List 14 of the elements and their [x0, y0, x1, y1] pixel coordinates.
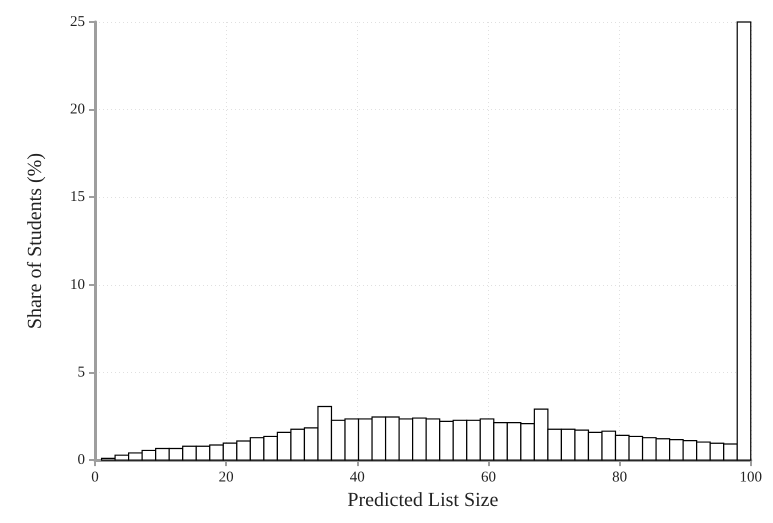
y-tick-label: 20: [70, 102, 85, 118]
y-tick-label: 25: [70, 14, 85, 30]
y-tick-label: 0: [78, 452, 85, 468]
y-tick-label: 15: [70, 189, 85, 206]
x-tick-label: 80: [612, 470, 628, 486]
x-axis-title: Predicted List Size: [347, 489, 499, 511]
y-tick-label: 10: [70, 276, 85, 293]
x-tick-label: 0: [91, 470, 99, 486]
x-tick-label: 40: [350, 470, 365, 486]
x-tick-label: 20: [218, 470, 234, 486]
y-axis-title: Share of Students (%): [24, 153, 46, 330]
x-tick-label: 100: [740, 470, 762, 486]
x-tick-label: 60: [480, 470, 496, 486]
y-tick-label: 5: [78, 364, 85, 380]
